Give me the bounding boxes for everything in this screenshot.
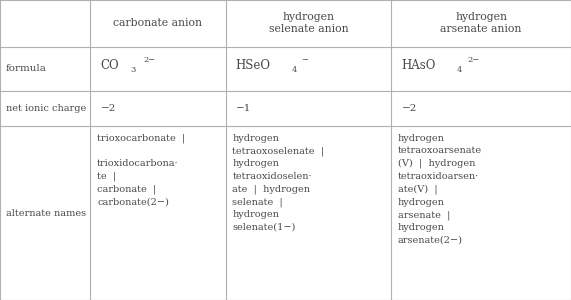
Text: hydrogen
tetraoxoarsenate
(V)  |  hydrogen
tetraoxidoarsen·
ate(V)  |
hydrogen
a: hydrogen tetraoxoarsenate (V) | hydrogen… <box>398 134 482 245</box>
Text: hydrogen
arsenate anion: hydrogen arsenate anion <box>440 12 522 34</box>
Text: −2: −2 <box>401 104 417 113</box>
Text: carbonate anion: carbonate anion <box>114 18 202 28</box>
Text: HSeO: HSeO <box>236 59 271 72</box>
Text: hydrogen
selenate anion: hydrogen selenate anion <box>268 12 348 34</box>
Text: 4: 4 <box>457 66 462 74</box>
Text: formula: formula <box>6 64 47 73</box>
Text: CO: CO <box>100 59 119 72</box>
Text: −2: −2 <box>100 104 116 113</box>
Text: 2−: 2− <box>143 56 155 64</box>
Text: 2−: 2− <box>467 56 479 64</box>
Text: alternate names: alternate names <box>6 209 86 218</box>
Text: net ionic charge: net ionic charge <box>6 104 86 113</box>
Text: hydrogen
tetraoxoselenate  |
hydrogen
tetraoxidoselen·
ate  |  hydrogen
selenate: hydrogen tetraoxoselenate | hydrogen tet… <box>232 134 324 232</box>
Text: HAsO: HAsO <box>401 59 436 72</box>
Text: −1: −1 <box>236 104 251 113</box>
Text: −: − <box>301 56 308 64</box>
Text: 3: 3 <box>130 66 135 74</box>
Text: 4: 4 <box>292 66 297 74</box>
Text: trioxocarbonate  |

trioxidocarbona·
te  |
carbonate  |
carbonate(2−): trioxocarbonate | trioxidocarbona· te | … <box>97 134 186 207</box>
